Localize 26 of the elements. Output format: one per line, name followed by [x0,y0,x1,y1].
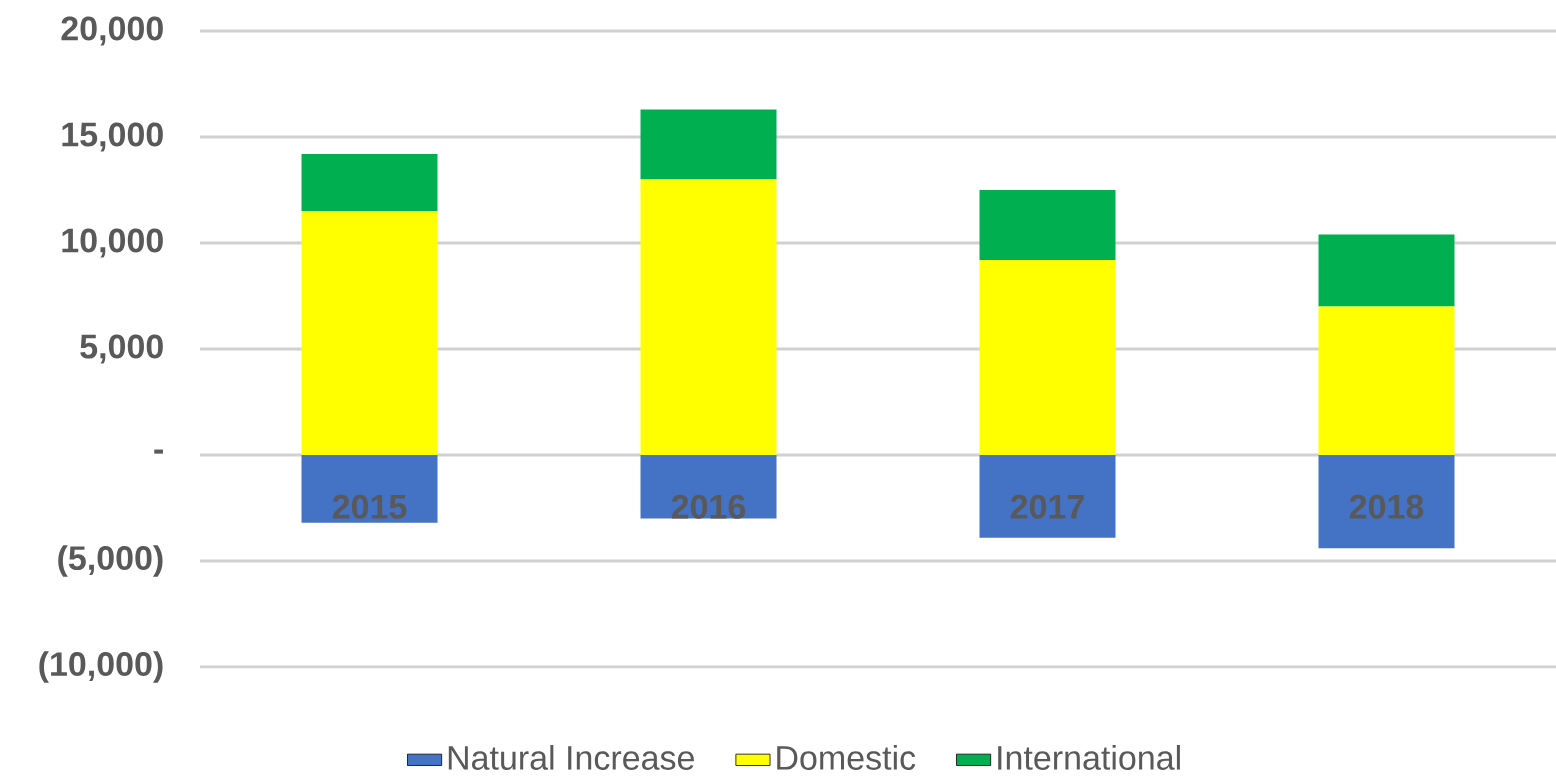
legend-label: International [998,744,1180,770]
bar [1318,234,1455,307]
x-tick-label: 2015 [332,494,407,519]
bar [640,179,777,455]
x-tick-label: 2016 [671,494,746,519]
bar [640,454,777,519]
bar [979,454,1116,538]
legend-label: Natural Increase [448,744,694,770]
y-tick-label: 15,000 [62,122,163,152]
bar [301,153,438,212]
legend-label: Domestic [777,744,916,770]
bar [301,211,438,455]
y-tick-label: (5,000) [58,545,163,577]
bar [979,189,1116,260]
bar [640,109,777,180]
y-tick-label: (10,000) [39,651,163,683]
x-tick-label: 2018 [1349,494,1424,519]
bar [1318,454,1455,549]
y-tick-label: 10,000 [62,228,163,258]
bar [1318,306,1455,455]
bar [301,454,438,523]
y-tick-label: - [154,449,163,454]
y-tick-label: 20,000 [61,16,163,46]
bar [979,259,1116,455]
y-tick-label: 5,000 [80,334,163,364]
x-tick-label: 2017 [1010,494,1084,519]
